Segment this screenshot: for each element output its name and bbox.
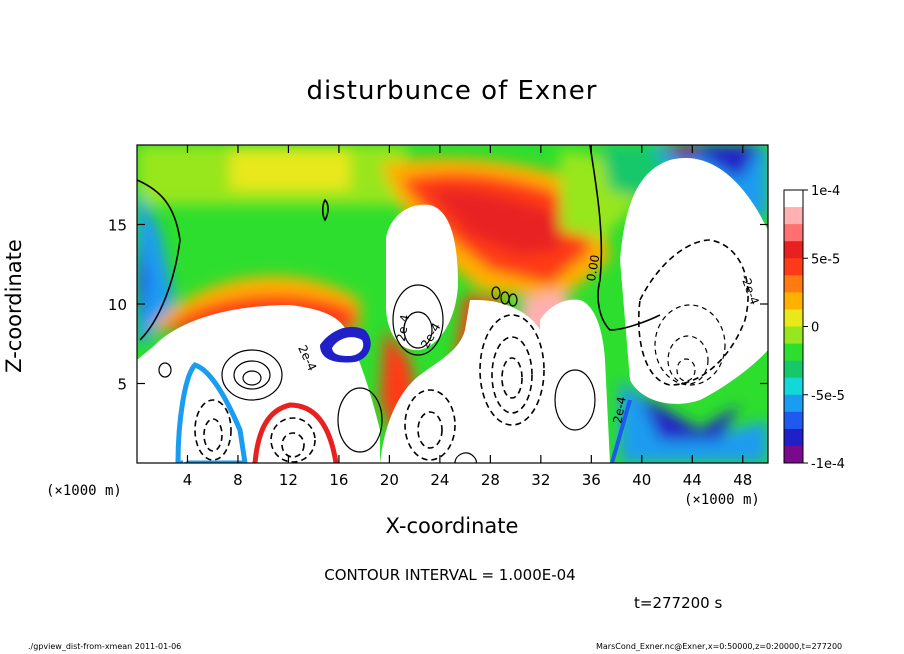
- colorbar-swatch: [784, 445, 803, 464]
- colorbar-swatch: [784, 275, 803, 293]
- colorbar-swatch: [784, 292, 803, 310]
- colorbar-swatch: [784, 241, 803, 259]
- x-tick-label: 32: [531, 471, 550, 489]
- x-tick-label: 16: [329, 471, 348, 489]
- x-tick-label: 20: [380, 471, 399, 489]
- contour-lines: [137, 145, 749, 463]
- x-tick-label: 48: [733, 471, 752, 489]
- x-tick-label: 36: [582, 471, 601, 489]
- y-tick-label: 5: [117, 376, 127, 394]
- x-tick-label: 40: [632, 471, 651, 489]
- colorbar-swatch: [784, 411, 803, 430]
- x-axis: 4 8 12 16 20 24 28 32 36 40 44 48: [183, 145, 752, 489]
- colorbar: 1e-4 5e-5 0 -5e-5 -1e-4: [783, 184, 845, 472]
- colorbar-swatch: [784, 309, 803, 327]
- colorbar-tick-label: 1e-4: [811, 184, 840, 199]
- colorbar-tick-label: 5e-5: [811, 252, 840, 267]
- colorbar-tick-label: -5e-5: [811, 389, 845, 404]
- contour-interval-note: CONTOUR INTERVAL = 1.000E-04: [324, 566, 576, 584]
- y-tick-label: 10: [108, 296, 127, 314]
- colorbar-tick-label: 0: [811, 321, 819, 336]
- x-tick-label: 12: [279, 471, 298, 489]
- y-axis-label: Z-coordinate: [2, 239, 26, 373]
- x-axis-label: X-coordinate: [385, 514, 519, 538]
- colorbar-swatch: [784, 326, 803, 344]
- x-tick-label: 24: [430, 471, 449, 489]
- time-label: t=277200 s: [634, 594, 723, 612]
- footer-right: MarsCond_Exner.nc@Exner,x=0:50000,z=0:20…: [596, 642, 843, 651]
- x-unit-left: (×1000 m): [46, 483, 122, 499]
- colorbar-swatch: [784, 190, 803, 208]
- colorbar-tick-label: -1e-4: [811, 457, 845, 472]
- chart-title: disturbunce of Exner: [306, 76, 598, 106]
- x-unit-right: (×1000 m): [684, 492, 760, 508]
- colorbar-swatch: [784, 360, 803, 379]
- colorbar-swatch: [784, 428, 803, 447]
- y-tick-label: 15: [108, 217, 127, 235]
- contour-label: 2e-4: [394, 313, 412, 342]
- footer-left: ./gpview_dist-from-xmean 2011-01-06: [28, 642, 182, 651]
- colorbar-swatch: [784, 394, 803, 413]
- contour-label: 2e-4: [610, 395, 628, 424]
- y-axis: 5 10 15: [108, 217, 768, 394]
- x-tick-label: 8: [233, 471, 243, 489]
- colorbar-swatch: [784, 258, 803, 276]
- x-tick-label: 44: [683, 471, 702, 489]
- colorbar-swatch: [784, 207, 803, 225]
- contour-label: 0.00: [584, 254, 602, 283]
- x-tick-label: 28: [481, 471, 500, 489]
- heatmap-field: [137, 145, 768, 463]
- colorbar-swatch: [784, 343, 803, 362]
- x-tick-label: 4: [183, 471, 193, 489]
- colorbar-swatch: [784, 224, 803, 242]
- colorbar-swatch: [784, 377, 803, 396]
